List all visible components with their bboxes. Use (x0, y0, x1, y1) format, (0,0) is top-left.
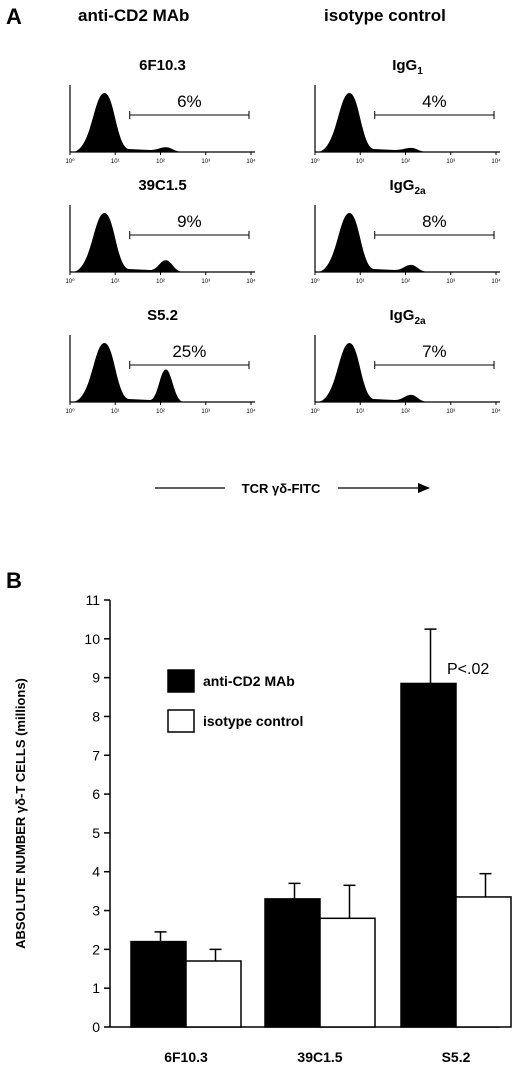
gate-percent: 4% (422, 92, 447, 111)
y-tick-label: 7 (92, 747, 100, 763)
histogram-title: IgG2a (328, 307, 488, 327)
histogram-tick-label: 10⁴ (491, 158, 501, 165)
histogram-title-text: 6F10.3 (139, 57, 186, 74)
histogram-tick-label: 10³ (446, 409, 455, 415)
histogram-title-subscript: 2a (414, 316, 426, 327)
column-header-anti-cd2: anti-CD2 MAb (78, 6, 190, 25)
histogram-distribution (72, 343, 184, 402)
x-tick-label: 39C1.5 (297, 1049, 342, 1065)
histogram-tick-label: 10³ (201, 409, 210, 415)
histogram-title-text: 39C1.5 (138, 177, 187, 194)
bar-chart: 0 1 2 3 4 5 6 7 8 9 10 11 ABSOLUTE NUMBER γδ-T CELLS… (13, 592, 512, 1065)
bar (264, 898, 321, 1028)
y-tick-label: 11 (85, 592, 100, 608)
y-tick-label: 8 (92, 708, 100, 724)
histogram-distribution (317, 213, 429, 272)
y-axis-label: ABSOLUTE NUMBER γδ-T CELLS (millions) (13, 678, 28, 949)
gate-percent: 9% (177, 212, 202, 231)
histogram-distribution (72, 93, 184, 152)
histogram-tick-label: 10³ (446, 159, 455, 165)
x-tick-label: 6F10.3 (164, 1049, 208, 1065)
legend-swatch (167, 709, 195, 733)
fitc-axis-label: TCR γδ-FITC (242, 481, 321, 496)
histogram-tick-label: 10⁴ (246, 278, 256, 285)
flow-histograms: 10⁰ 10¹ 10² 10³ 10⁴ 6% 10⁰ 10¹ 10² 10³ 10⁴ 4% 10⁰ 10¹… (65, 85, 501, 496)
histogram-tick-label: 10² (156, 279, 165, 285)
histogram-title-text: IgG (389, 307, 415, 324)
legend-swatch (167, 669, 195, 693)
y-tick-label: 3 (92, 903, 100, 919)
y-tick-label: 9 (92, 670, 100, 686)
histogram-distribution (317, 93, 429, 152)
histogram-tick-label: 10¹ (356, 279, 365, 285)
histogram-title-text: IgG (389, 177, 415, 194)
fitc-arrow-head (418, 483, 430, 493)
histogram-tick-label: 10⁰ (65, 158, 75, 165)
histogram-tick-label: 10⁰ (65, 278, 75, 285)
histogram-title-text: S5.2 (147, 307, 178, 324)
histogram-tick-label: 10³ (201, 279, 210, 285)
histogram-tick-label: 10² (156, 409, 165, 415)
histogram-tick-label: 10⁰ (310, 408, 320, 415)
histogram-title: IgG2a (328, 177, 488, 197)
histogram-tick-label: 10¹ (111, 409, 120, 415)
y-tick-label: 2 (92, 941, 100, 957)
histogram-tick-label: 10³ (446, 279, 455, 285)
histogram-distribution (317, 343, 429, 402)
y-tick-label: 6 (92, 786, 100, 802)
histogram-tick-label: 10⁴ (491, 278, 501, 285)
histogram-tick-label: 10¹ (111, 159, 120, 165)
histogram-tick-label: 10⁰ (310, 278, 320, 285)
bar (400, 682, 457, 1028)
bar (319, 917, 376, 1028)
gate-percent: 7% (422, 342, 447, 361)
x-tick-label: S5.2 (442, 1049, 471, 1065)
histogram-title-text: IgG (392, 57, 418, 74)
histogram-title-subscript: 1 (417, 66, 423, 77)
histogram-tick-label: 10¹ (356, 409, 365, 415)
y-tick-label: 5 (92, 825, 100, 841)
panel-a-letter: A (6, 4, 22, 29)
histogram-tick-label: 10² (156, 159, 165, 165)
histogram-title: 39C1.5 (83, 177, 243, 194)
histogram-tick-label: 10² (401, 159, 410, 165)
histogram-tick-label: 10⁴ (491, 408, 501, 415)
histogram-tick-label: 10⁴ (246, 408, 256, 415)
histogram-tick-label: 10² (401, 279, 410, 285)
histogram-tick-label: 10⁴ (246, 158, 256, 165)
legend-label: isotype control (203, 713, 303, 729)
bar (130, 940, 187, 1028)
panel-b-letter: B (6, 568, 22, 593)
histogram-title-subscript: 2a (414, 186, 426, 197)
gate-percent: 6% (177, 92, 202, 111)
gate-percent: 25% (172, 342, 206, 361)
p-value-annotation: P<.02 (447, 661, 489, 678)
y-tick-label: 10 (84, 631, 100, 647)
histogram-title: IgG1 (328, 57, 488, 77)
y-tick-label: 0 (92, 1019, 100, 1035)
column-header-isotype: isotype control (324, 6, 446, 25)
histogram-title: 6F10.3 (83, 57, 243, 74)
y-tick-label: 4 (92, 864, 100, 880)
gate-percent: 8% (422, 212, 447, 231)
histogram-title: S5.2 (83, 307, 243, 324)
bar (185, 960, 242, 1028)
histogram-tick-label: 10⁰ (65, 408, 75, 415)
histogram-tick-label: 10² (401, 409, 410, 415)
histogram-tick-label: 10³ (201, 159, 210, 165)
y-tick-label: 1 (92, 980, 100, 996)
histogram-tick-label: 10¹ (356, 159, 365, 165)
histogram-distribution (72, 213, 184, 272)
histogram-tick-label: 10¹ (111, 279, 120, 285)
histogram-tick-label: 10⁰ (310, 158, 320, 165)
bar (455, 896, 512, 1028)
legend-label: anti-CD2 MAb (203, 673, 295, 689)
